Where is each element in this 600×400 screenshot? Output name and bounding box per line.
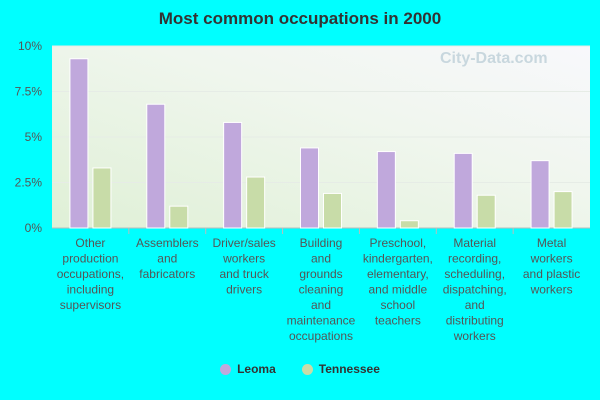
y-tick-label: 0% (25, 221, 43, 235)
x-category-label-line: workers (530, 283, 573, 297)
x-category-label-line: occupations (289, 329, 353, 343)
x-category-label-line: grounds (299, 267, 342, 281)
legend-swatch-tennessee (301, 363, 313, 375)
legend-item-leoma: Leoma (220, 362, 276, 376)
x-category-label-line: recording, (448, 252, 501, 266)
watermark: City-Data.com (440, 50, 548, 67)
legend-label-leoma: Leoma (237, 362, 276, 376)
label-layer: 0%2.5%5%7.5%10%Other production occupation… (15, 39, 581, 343)
x-category-label-line: Material (453, 236, 496, 250)
bar-leoma (376, 151, 396, 229)
legend-item-tennessee: Tennessee (301, 362, 380, 376)
bar-leoma (223, 121, 243, 229)
x-category-label-line: workers (222, 252, 265, 266)
bar-layer (69, 58, 573, 229)
x-category-label: Building and grounds cleaning and maintenance… (287, 236, 356, 343)
x-category-label-line: scheduling, (444, 267, 505, 281)
x-category-label-line: and middle (368, 283, 427, 297)
x-category-label-line: and plastic (523, 267, 580, 281)
x-category-label-line: workers (530, 252, 573, 266)
bar-leoma (146, 103, 166, 229)
x-category-label-line: workers (453, 329, 496, 343)
bar-tennessee (169, 205, 189, 229)
y-tick-label: 7.5% (15, 85, 43, 99)
legend-label-tennessee: Tennessee (318, 362, 380, 376)
x-category-label-line: occupations, (57, 267, 124, 281)
x-category-label-line: Building (300, 236, 343, 250)
x-category-label-line: supervisors (60, 298, 121, 312)
bar-tennessee (399, 220, 419, 229)
x-category-label: Driver/sales workers and truck drivers (212, 236, 275, 297)
x-category-label-line: Preschool, (370, 236, 427, 250)
legend: Leoma Tennessee (0, 362, 600, 376)
bar-tennessee (476, 194, 496, 229)
bar-tennessee (246, 176, 266, 229)
x-category-label-line: cleaning (299, 283, 344, 297)
x-category-label: Other production occupations, including supe… (57, 236, 124, 312)
bar-tennessee (323, 192, 342, 229)
chart-title: Most common occupations in 2000 (158, 9, 442, 28)
y-tick-label: 2.5% (15, 176, 43, 190)
x-category-label-line: elementary, (367, 267, 429, 281)
bar-tennessee (92, 167, 112, 229)
x-category-label-line: dispatching, (443, 283, 507, 297)
x-category-label-line: school (381, 298, 416, 312)
x-category-label: Preschool, kindergarten, elementary, and mi… (363, 236, 433, 328)
x-category-label: Assemblers and fabricators (136, 236, 199, 281)
x-category-label-line: Other (75, 236, 105, 250)
x-category-label-line: Assemblers (136, 236, 199, 250)
x-category-label-line: fabricators (139, 267, 195, 281)
x-category-label-line: distributing (446, 314, 504, 328)
x-category-label-line: and (465, 298, 485, 312)
x-category-label-line: and (311, 298, 331, 312)
x-category-label-line: and (311, 252, 331, 266)
x-category-label: Metal workers and plastic workers (523, 236, 580, 297)
legend-swatch-leoma (220, 363, 232, 375)
grid-layer (52, 45, 590, 234)
bar-tennessee (553, 191, 573, 229)
x-category-label-line: production (62, 252, 118, 266)
x-category-label-line: including (67, 283, 114, 297)
x-category-label: Material recording, scheduling, dispatching… (443, 236, 507, 343)
x-category-label-line: teachers (375, 314, 421, 328)
bar-leoma (530, 160, 550, 229)
bar-leoma (300, 147, 319, 229)
x-category-label-line: maintenance (287, 314, 356, 328)
x-category-label-line: and truck (219, 267, 269, 281)
x-category-label-line: drivers (226, 283, 262, 297)
bar-leoma (453, 152, 473, 229)
bar-leoma (69, 58, 89, 229)
x-category-label-line: and (157, 252, 177, 266)
y-tick-label: 10% (18, 39, 42, 53)
x-category-label-line: Driver/sales (212, 236, 275, 250)
y-tick-label: 5% (25, 130, 43, 144)
x-category-label-line: kindergarten, (363, 252, 433, 266)
x-category-label-line: Metal (537, 236, 566, 250)
